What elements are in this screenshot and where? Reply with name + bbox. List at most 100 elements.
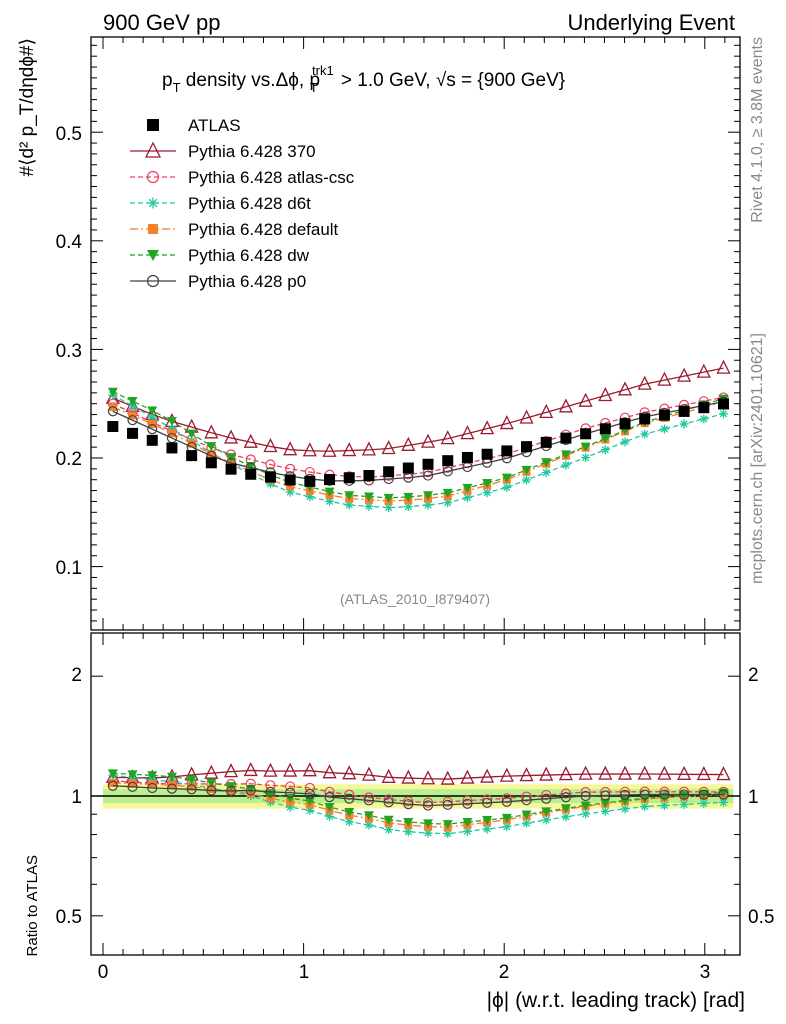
data-point [639,413,651,425]
data-point [521,465,532,475]
ratio-point [422,797,434,808]
data-point [599,423,611,435]
data-point [440,430,455,445]
data-point [263,438,278,453]
ratio-point [619,786,631,797]
ratio-point [265,786,276,797]
xtick-label-2: 2 [499,962,510,983]
ratio-point [657,765,672,780]
ratio-panel-frame [90,632,741,956]
ratio-point [285,787,296,798]
data-point [302,442,317,457]
data-point [166,442,178,454]
ratio-point [541,793,552,804]
ratio-axis-ticks [91,633,740,955]
title-rest: > 1.0 GeV, [336,70,436,91]
ratio-point [245,785,256,796]
ratio-point [204,764,219,779]
title-T2-sub: T [310,80,318,95]
data-point [659,424,669,434]
data-point [539,403,554,419]
legend-entry-p0: Pythia 6.428 p0 [130,272,306,291]
data-point [264,471,276,483]
legend-entry-dw: Pythia 6.428 dw [130,246,310,265]
ratio-point [519,767,534,782]
ratio-point [107,780,118,791]
data-point [522,475,532,485]
data-point [107,421,119,433]
ratio-ytick-label-right-0.5: 0.5 [748,907,774,928]
data-point [245,468,257,480]
data-point [283,441,298,456]
ratio-point [580,801,591,811]
data-point [402,462,414,474]
ratio-point [696,765,711,781]
ratio-point [580,787,591,798]
data-point [381,440,396,455]
data-point [285,463,296,474]
data-point [620,437,630,447]
data-point [107,387,118,397]
data-point [401,436,416,451]
data-point [442,455,454,467]
data-point [540,436,552,448]
ratio-point [581,809,591,819]
data-point [521,441,533,453]
ratio-point [383,815,394,825]
x-axis-label: |ϕ| (w.r.t. leading track) [rad] [487,989,745,1012]
ratio-point [637,765,652,780]
series-atlas [107,398,730,487]
legend-entry-atlas: ATLAS [147,116,241,135]
data-point [499,415,514,430]
data-point [698,402,710,414]
ratio-point [363,811,374,821]
ratio-ytick-label-right-1: 1 [748,787,759,808]
data-point [679,419,689,429]
data-point [148,419,157,428]
legend-label-p0: Pythia 6.428 p0 [188,272,306,291]
data-point [598,387,613,402]
xtick-label-1: 1 [299,962,310,983]
ratio-point [522,818,532,828]
ratio-line [112,769,724,780]
ratio-ytick-label-2: 2 [71,665,82,686]
ratio-point [283,762,298,777]
legend-marker [144,141,162,158]
ratio-point [127,781,138,792]
ratio-line [112,785,724,807]
data-point [127,427,139,439]
ratio-point [223,763,239,778]
data-point [716,359,731,374]
data-point [558,398,573,413]
ytick-label-0.3: 0.3 [56,341,82,362]
main-panel-frame [90,36,741,631]
ratio-point [482,816,493,826]
ratio-data-layer [105,761,731,839]
data-point [403,502,413,512]
ratio-point [462,795,473,806]
ratio-point [245,785,256,795]
legend-entry-default: Pythia 6.428 default [130,220,339,239]
ratio-point [442,799,453,810]
ratio-point [403,799,414,810]
ratio-point [462,798,473,809]
ratio-point [265,780,276,791]
data-point [560,450,571,460]
ratio-point [462,818,473,828]
ratio-point [364,820,374,830]
data-point [442,488,453,498]
ratio-point [107,769,118,779]
ratio-point [186,775,197,785]
data-point [699,414,709,424]
data-point [617,381,633,396]
data-point [578,392,593,407]
ratio-point [147,782,158,794]
ratio-line [112,780,724,804]
ratio-point [501,813,512,823]
ratio-point [322,764,337,779]
ratio-point [620,804,630,814]
data-point [461,451,473,463]
data-point [502,482,512,492]
data-point [146,434,158,446]
ratio-point [699,798,709,808]
